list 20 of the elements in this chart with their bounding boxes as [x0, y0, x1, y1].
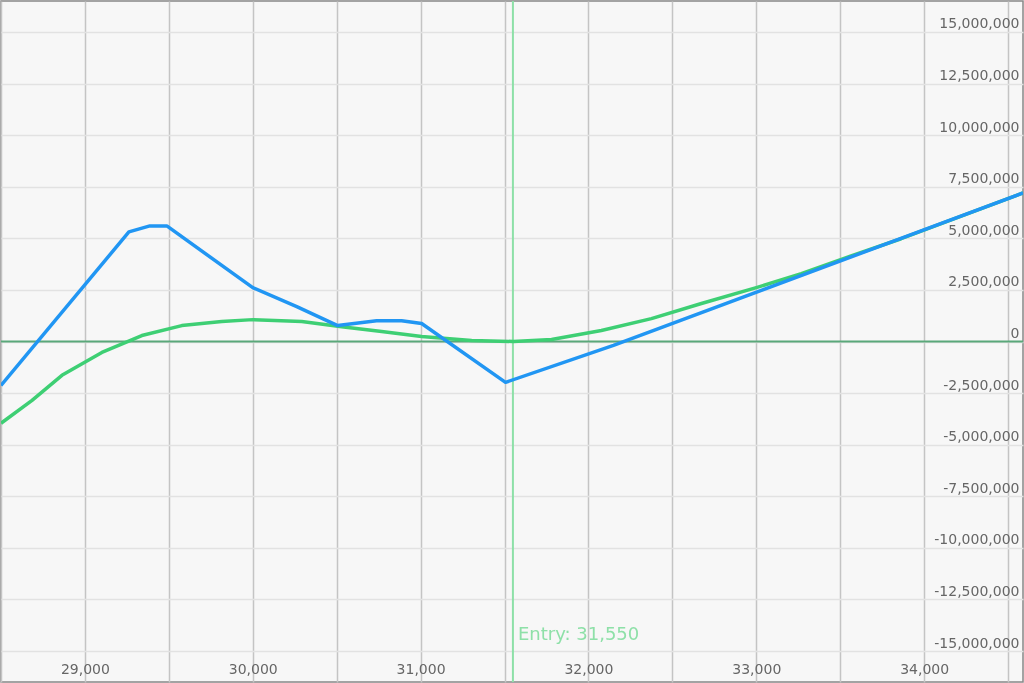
y-tick-label: 15,000,000 [939, 15, 1020, 32]
x-tick-label: 30,000 [228, 660, 278, 677]
y-tick-label: 7,500,000 [948, 170, 1020, 187]
x-tick-label: 34,000 [900, 660, 950, 677]
x-tick-label: 31,000 [396, 660, 446, 677]
ref-line-label: Entry: 31,550 [517, 623, 640, 644]
y-tick-label: -12,500,000 [934, 582, 1020, 599]
y-tick-label: -7,500,000 [943, 479, 1020, 496]
y-tick-label: 0 [1010, 325, 1020, 341]
x-tick-label: 29,000 [60, 660, 110, 677]
y-tick-label: 12,500,000 [939, 67, 1020, 84]
y-tick-label: 5,000,000 [948, 221, 1020, 238]
y-tick-label: -10,000,000 [934, 531, 1020, 548]
y-tick-label: -5,000,000 [943, 428, 1020, 445]
y-tick-label: -2,500,000 [943, 376, 1020, 393]
y-tick-label: 2,500,000 [948, 273, 1020, 290]
x-tick-label: 32,000 [564, 660, 614, 677]
y-tick-label: 10,000,000 [939, 118, 1020, 135]
y-tick-label: -15,000,000 [934, 634, 1020, 651]
x-tick-label: 33,000 [732, 660, 782, 677]
